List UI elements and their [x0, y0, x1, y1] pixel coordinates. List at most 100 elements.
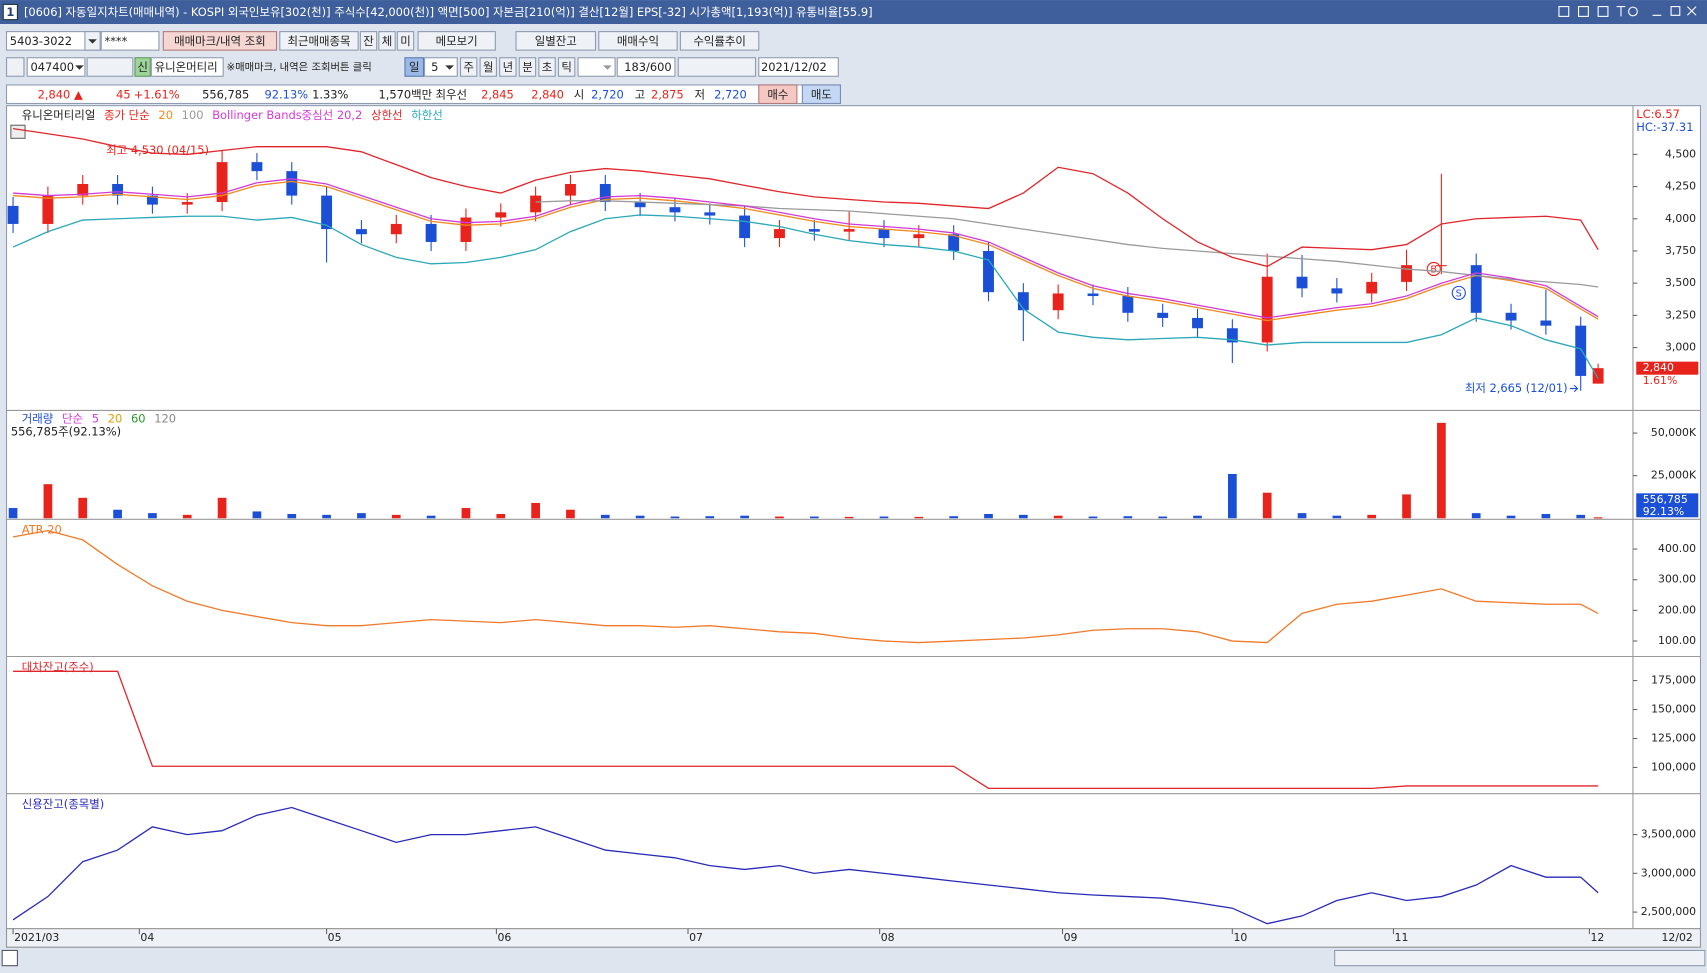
indicator-line — [13, 180, 1599, 322]
period-button[interactable] — [479, 57, 497, 77]
volume-bar — [496, 513, 506, 519]
amount: 1,570백만 — [378, 87, 432, 101]
memo-button[interactable] — [417, 31, 496, 51]
icon-buttons[interactable] — [86, 57, 134, 77]
scroll-badge[interactable] — [1, 949, 18, 967]
scrollbar[interactable] — [0, 948, 1707, 969]
candle-body — [1540, 320, 1552, 326]
last-price: 2,840 — [1643, 361, 1674, 374]
volume-rate: 92.13% — [265, 87, 309, 101]
buy-button[interactable] — [758, 84, 798, 105]
daily-text[interactable]: 일별잔고 — [535, 34, 577, 48]
period-button[interactable] — [538, 57, 556, 77]
period-selected[interactable] — [404, 57, 425, 77]
combo[interactable] — [577, 57, 616, 77]
tool-icons[interactable] — [677, 57, 757, 77]
low-arrow — [1569, 384, 1579, 393]
volume-bar — [1193, 515, 1202, 519]
candle-body — [77, 184, 89, 196]
return-button[interactable] — [679, 31, 760, 51]
y-tick-label: 200.00 — [1658, 603, 1696, 616]
x-tick-label: 06 — [498, 931, 512, 944]
low-note: 최저 2,665 (12/01) — [1465, 381, 1568, 395]
scroll-tools[interactable] — [1334, 949, 1706, 967]
candle-body — [1331, 288, 1343, 294]
end-date: 12/02 — [1662, 931, 1693, 944]
tab[interactable] — [378, 31, 396, 51]
period[interactable]: 일 — [409, 60, 420, 74]
candle-body — [146, 195, 158, 205]
candle-body — [1157, 312, 1169, 318]
table-icon[interactable] — [10, 124, 26, 139]
profit-button[interactable] — [598, 31, 678, 51]
period-n[interactable]: 5 — [431, 60, 438, 74]
legend-item: 20 — [158, 108, 173, 122]
tab-text[interactable]: 잔 — [363, 34, 374, 48]
volume-bar — [182, 514, 192, 519]
period[interactable]: 틱 — [561, 60, 572, 74]
notice: ※매매마크, 내역은 조회버튼 클릭 — [226, 62, 371, 74]
high: 2,875 — [651, 87, 684, 101]
memo-text[interactable]: 메모보기 — [436, 34, 478, 48]
icon-button[interactable] — [5, 57, 25, 77]
legend-item: 대차잔고(주수) — [22, 660, 94, 674]
period-button[interactable] — [557, 57, 576, 77]
sell-button[interactable] — [801, 84, 841, 105]
window-controls[interactable] — [1558, 6, 1697, 17]
password-input[interactable] — [100, 31, 160, 51]
name-box — [150, 57, 224, 77]
candle-body — [42, 195, 54, 224]
y-tick-label: 50,000K — [1651, 426, 1697, 439]
recent-text[interactable]: 최근매매종목 — [287, 34, 350, 48]
date-box[interactable] — [758, 57, 839, 77]
candle-body — [1122, 296, 1134, 313]
query-text[interactable]: 매매마크/내역 조회 — [174, 34, 266, 48]
period-button[interactable] — [459, 57, 478, 77]
legend-item: 단순 — [62, 412, 83, 426]
period-button[interactable] — [518, 57, 537, 77]
daily-button[interactable] — [515, 31, 597, 51]
hc-label: HC:-37.31 — [1636, 120, 1693, 134]
period-button[interactable] — [499, 57, 517, 77]
sell-text[interactable]: 매도 — [811, 87, 832, 101]
arrow — [88, 39, 97, 44]
open-label: 시 — [574, 87, 585, 101]
tab-text[interactable]: 체 — [382, 34, 393, 48]
legend-item: Bollinger Bands중심선 20,2 — [212, 108, 362, 122]
x-tick-label: 09 — [1064, 931, 1078, 944]
code-input[interactable] — [26, 57, 86, 77]
title-bar — [0, 0, 1707, 25]
profit-text[interactable]: 매매수익 — [617, 34, 659, 48]
volume-bar — [357, 513, 366, 519]
code: 047400 — [30, 60, 74, 74]
time-axis — [5, 928, 1702, 948]
x-tick-label: 10 — [1233, 931, 1247, 944]
period[interactable]: 주 — [463, 60, 474, 74]
period[interactable]: 년 — [503, 60, 514, 74]
candle-body — [460, 217, 472, 242]
volume-bar — [600, 514, 610, 519]
volume-bar — [217, 497, 227, 519]
buy-text[interactable]: 매수 — [767, 87, 788, 101]
recent-button[interactable] — [279, 31, 359, 51]
period[interactable]: 분 — [522, 60, 533, 74]
ask: 2,845 — [481, 87, 514, 101]
candle-body — [216, 162, 228, 203]
candle-body — [1366, 281, 1378, 294]
tab[interactable] — [396, 31, 415, 51]
tab[interactable] — [359, 31, 378, 51]
period[interactable]: 초 — [542, 60, 553, 74]
period[interactable]: 월 — [483, 60, 494, 74]
candle-body — [7, 205, 19, 224]
tab-text[interactable]: 미 — [400, 34, 411, 48]
credit-badge: 신 — [137, 60, 148, 74]
candle-body — [1261, 276, 1273, 343]
volume-bar — [1471, 513, 1481, 519]
query-button[interactable] — [162, 31, 278, 51]
return-text[interactable]: 수익률추이 — [693, 34, 746, 48]
period-n-box[interactable] — [424, 57, 458, 77]
indicator-line — [12, 529, 1599, 644]
candle-body — [286, 171, 298, 196]
candle-body — [530, 195, 542, 213]
